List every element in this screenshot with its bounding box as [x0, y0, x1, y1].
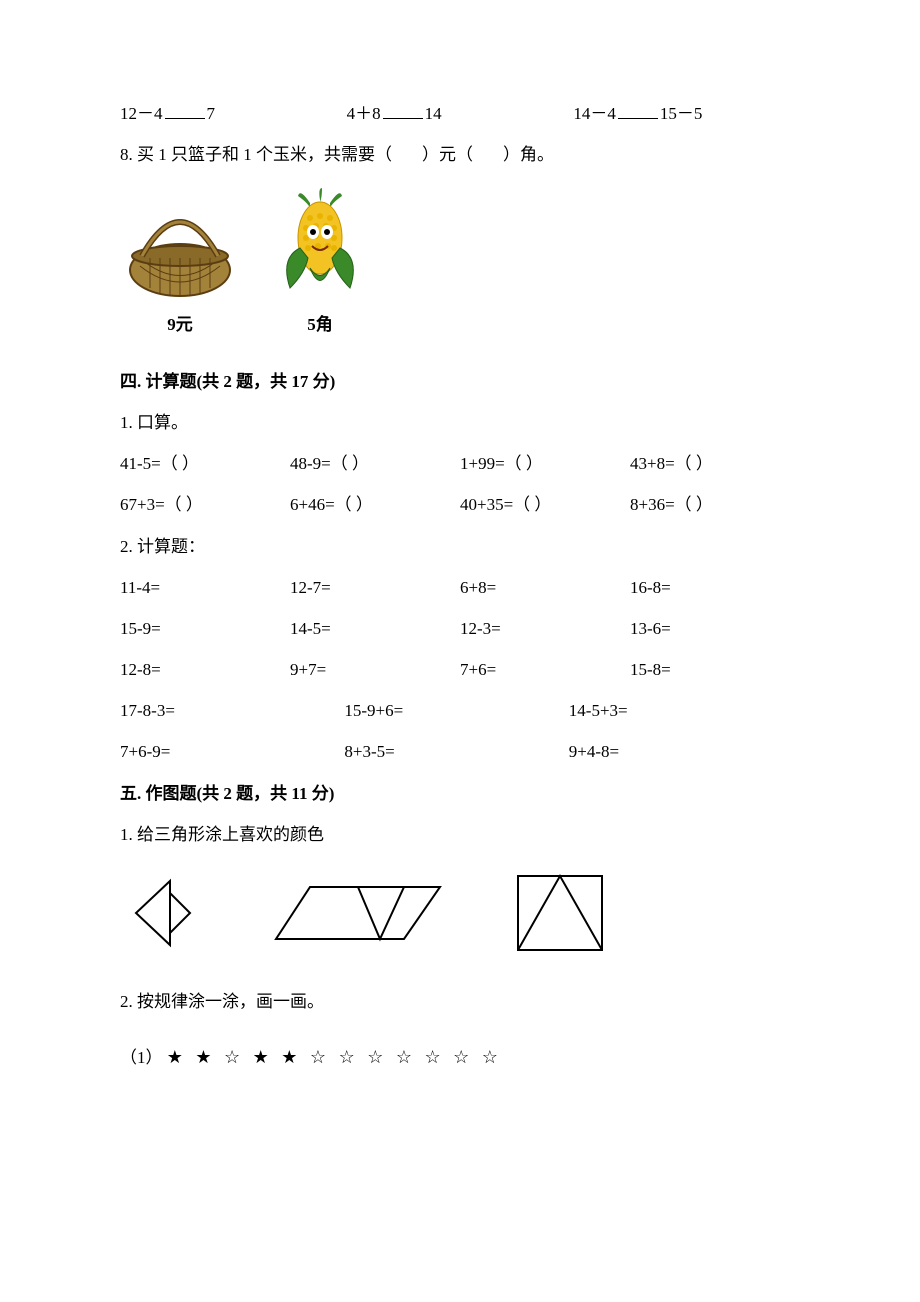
calc-cell: 15-8=: [630, 656, 800, 683]
s4-q2-r4: 17-8-3= 15-9+6= 14-5+3=: [120, 697, 800, 724]
s4-q2-r1: 11-4= 12-7= 6+8= 16-8=: [120, 574, 800, 601]
shape-2-icon: [270, 873, 450, 953]
calc-cell: 14-5+3=: [569, 697, 793, 724]
calc-cell: 8+36=（ ）: [630, 491, 800, 518]
blank: [383, 102, 423, 119]
comparison-row: 12－4 7 4＋8 14 14－4 15－5: [120, 100, 800, 127]
cmp-1: 12－4 7: [120, 100, 347, 127]
calc-cell: 12-3=: [460, 615, 630, 642]
question-8: 8. 买 1 只篮子和 1 个玉米，共需要（ ）元（ ）角。: [120, 141, 800, 168]
shape-3-icon: [510, 868, 610, 958]
calc-cell: 17-8-3=: [120, 697, 344, 724]
shape-row: [130, 868, 800, 958]
calc-cell: 41-5=（ ）: [120, 450, 290, 477]
calc-cell: 8+3-5=: [344, 738, 568, 765]
s4-q2-r5: 7+6-9= 8+3-5= 9+4-8=: [120, 738, 800, 765]
calc-cell: 12-7=: [290, 574, 460, 601]
calc-cell: 13-6=: [630, 615, 800, 642]
s4-q1-row2: 67+3=（ ） 6+46=（ ） 40+35=（ ） 8+36=（ ）: [120, 491, 800, 518]
section-4-heading: 四. 计算题(共 2 题，共 17 分): [120, 368, 800, 395]
star-pattern: ★ ★ ☆ ★ ★ ☆ ☆ ☆ ☆ ☆ ☆ ☆: [167, 1047, 502, 1067]
calc-cell: 14-5=: [290, 615, 460, 642]
calc-cell: 7+6-9=: [120, 738, 344, 765]
calc-cell: 15-9=: [120, 615, 290, 642]
s5-q1-label: 1. 给三角形涂上喜欢的颜色: [120, 821, 800, 848]
calc-cell: 9+4-8=: [569, 738, 793, 765]
val-c: 15－5: [660, 104, 703, 123]
blank: [618, 102, 658, 119]
section-5-heading: 五. 作图题(共 2 题，共 11 分): [120, 780, 800, 807]
basket-price: 9元: [120, 311, 240, 338]
calc-cell: 15-9+6=: [344, 697, 568, 724]
corn-icon: [280, 188, 360, 298]
blank: [165, 102, 205, 119]
calc-cell: 7+6=: [460, 656, 630, 683]
val-a: 7: [207, 104, 216, 123]
shape-1-icon: [130, 873, 210, 953]
corn-price: 5角: [280, 311, 360, 338]
calc-cell: 40+35=（ ）: [460, 491, 630, 518]
q8-prefix: 8. 买 1 只篮子和 1 个玉米，共需要（: [120, 145, 392, 164]
s4-q1-row1: 41-5=（ ） 48-9=（ ） 1+99=（ ） 43+8=（ ）: [120, 450, 800, 477]
calc-cell: 11-4=: [120, 574, 290, 601]
calc-cell: 9+7=: [290, 656, 460, 683]
calc-cell: 48-9=（ ）: [290, 450, 460, 477]
q8-mid: ）元（: [422, 145, 473, 164]
s4-q1-label: 1. 口算。: [120, 409, 800, 436]
calc-cell: 6+8=: [460, 574, 630, 601]
cmp-3: 14－4 15－5: [573, 100, 800, 127]
expr-a: 12－4: [120, 104, 163, 123]
expr-b: 4＋8: [347, 104, 381, 123]
s4-q2-r3: 12-8= 9+7= 7+6= 15-8=: [120, 656, 800, 683]
basket-icon: [120, 198, 240, 298]
s5-q2-label: 2. 按规律涂一涂，画一画。: [120, 988, 800, 1015]
calc-cell: 16-8=: [630, 574, 800, 601]
basket-item: 9元: [120, 198, 240, 337]
s4-q2-r2: 15-9= 14-5= 12-3= 13-6=: [120, 615, 800, 642]
calc-cell: 43+8=（ ）: [630, 450, 800, 477]
calc-cell: 67+3=（ ）: [120, 491, 290, 518]
s4-q2-label: 2. 计算题：: [120, 533, 800, 560]
corn-item: 5角: [280, 188, 360, 337]
calc-cell: 6+46=（ ）: [290, 491, 460, 518]
product-images: 9元 5角: [120, 188, 800, 337]
val-b: 14: [425, 104, 442, 123]
s5-q2-line1: （1） ★ ★ ☆ ★ ★ ☆ ☆ ☆ ☆ ☆ ☆ ☆: [120, 1043, 800, 1072]
q8-suffix: ）角。: [503, 145, 554, 164]
calc-cell: 12-8=: [120, 656, 290, 683]
cmp-2: 4＋8 14: [347, 100, 574, 127]
expr-c: 14－4: [573, 104, 616, 123]
calc-cell: 1+99=（ ）: [460, 450, 630, 477]
pattern-prefix: （1）: [120, 1048, 163, 1067]
